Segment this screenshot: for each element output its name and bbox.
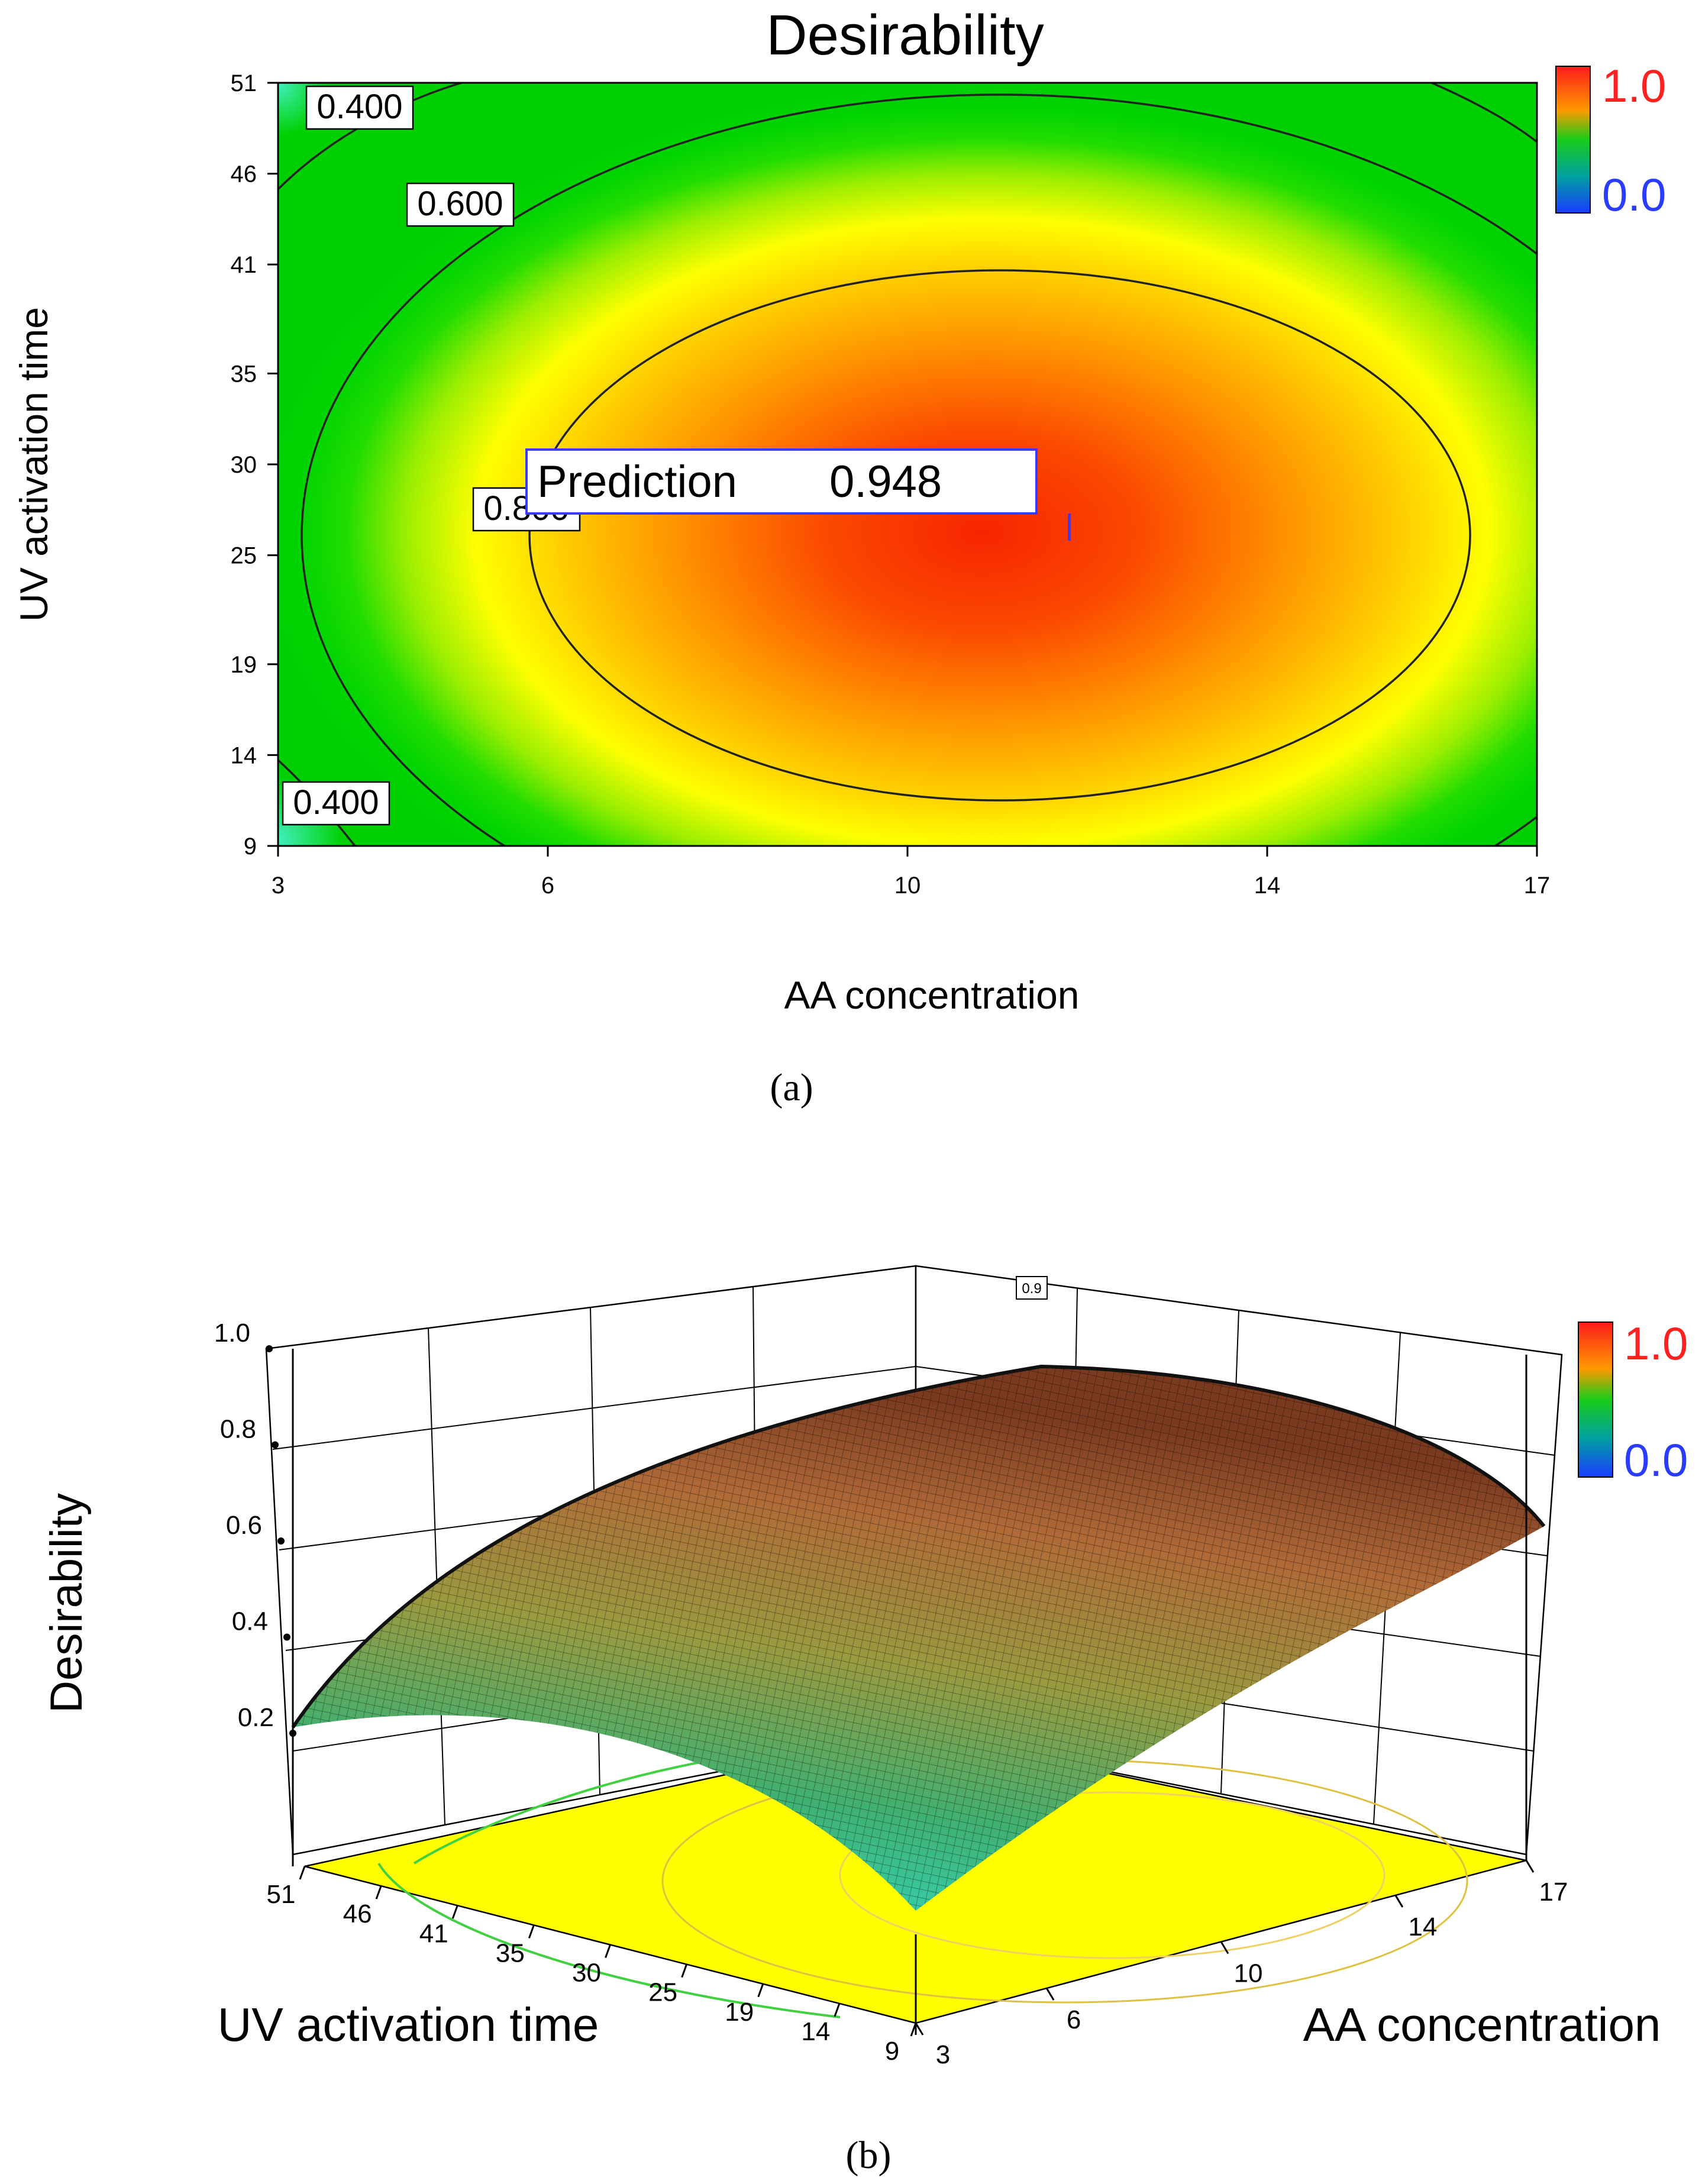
- contour-label-3: 0.400: [282, 781, 390, 826]
- x-tick-label: 14: [1254, 873, 1281, 899]
- uv-tick: [299, 1866, 306, 1880]
- x-tick-label: 3: [272, 873, 285, 899]
- colorbar-a-max: 1.0: [1602, 60, 1666, 112]
- x-tick-label: 17: [1524, 873, 1551, 899]
- uv-tick: [910, 2023, 917, 2037]
- contour-panel: Desirability 0.400 0.600 0.800: [12, 4, 1666, 1109]
- uv-tick-label: 51: [267, 1880, 296, 1909]
- colorbar-b-min: 0.0: [1624, 1434, 1688, 1486]
- aa-tick: [1394, 1895, 1404, 1908]
- panel-a-caption: (a): [770, 1066, 813, 1109]
- y-axis-label: UV activation time: [12, 307, 56, 622]
- contour-line-0-8: [528, 269, 1471, 802]
- uv-tick-label: 35: [496, 1939, 525, 1967]
- uv-tick: [605, 1944, 611, 1959]
- uv-tick-label: 41: [419, 1919, 448, 1948]
- z-tick: [277, 1537, 285, 1545]
- colorbar-a: 1.0 0.0: [1555, 60, 1666, 221]
- z-tick-label: 0.8: [220, 1415, 256, 1444]
- z-tick: [283, 1633, 290, 1641]
- uv-tick-label: 9: [885, 2037, 899, 2066]
- z-tick: [266, 1345, 273, 1352]
- z-tick-label: 0.2: [238, 1703, 274, 1732]
- contour-title: Desirability: [766, 4, 1044, 67]
- colorbar-b-max: 1.0: [1624, 1317, 1688, 1369]
- uv-tick: [451, 1905, 458, 1919]
- prediction-value: 0.948: [829, 457, 942, 507]
- aa-tick: [915, 2023, 924, 2036]
- z-tick-label: 0.6: [226, 1511, 262, 1540]
- x-tick-label: 6: [541, 873, 554, 899]
- y-tick-label: 19: [231, 652, 257, 678]
- x-axis-label: AA concentration: [784, 973, 1080, 1017]
- aa-tick: [1220, 1941, 1229, 1954]
- y-tick-label: 46: [231, 161, 257, 188]
- colorbar-a-bar: [1555, 66, 1591, 214]
- svg-text:0.9: 0.9: [1022, 1281, 1041, 1297]
- uv-tick-label: 46: [343, 1899, 372, 1928]
- surface-panel: 0.9 0.2 0.4 0.6 0.8 1.0 51 46 41 35 30 25 19 14 9 3 6…: [41, 1265, 1688, 2177]
- uv-axis-label: UV activation time: [218, 1998, 599, 2051]
- prediction-box: [525, 448, 1038, 515]
- uv-tick-label: 19: [725, 1998, 754, 2027]
- colorbar-a-min: 0.0: [1602, 169, 1666, 221]
- z-tick: [272, 1441, 279, 1449]
- uv-tick: [681, 1964, 688, 1978]
- svg-text:0.400: 0.400: [316, 88, 402, 126]
- z-tick-label: 0.4: [232, 1607, 268, 1636]
- contour-label-0: 0.400: [305, 85, 414, 130]
- aa-axis-ticks: 3 6 10 14 17: [915, 1860, 1568, 2069]
- aa-tick: [1045, 1988, 1055, 2001]
- contour-line-0-4-top-right: [1431, 83, 1537, 143]
- x-tick-label: 10: [894, 873, 921, 899]
- y-axis-ticks: 9 14 19 25 30 35 41 46 51: [231, 70, 278, 860]
- svg-text:0.600: 0.600: [417, 185, 503, 223]
- y-tick-label: 51: [231, 70, 257, 96]
- uv-tick-label: 25: [648, 1978, 677, 2007]
- panel-b-caption: (b): [846, 2134, 892, 2177]
- colorbar-b: 1.0 0.0: [1578, 1317, 1688, 1486]
- desirability-surface: [291, 1364, 1546, 1911]
- peak-flag: 0.9: [1016, 1276, 1048, 1300]
- z-tick-label: 1.0: [214, 1319, 250, 1348]
- uv-tick: [834, 2003, 841, 2017]
- aa-axis-label: AA concentration: [1303, 1998, 1661, 2051]
- colorbar-b-bar: [1578, 1322, 1613, 1478]
- base-front-edges: [292, 1349, 1527, 2035]
- aa-tick-label: 3: [936, 2040, 950, 2069]
- aa-tick: [1525, 1860, 1535, 1873]
- prediction-flag[interactable]: Prediction 0.948: [525, 448, 1071, 541]
- aa-tick-label: 10: [1234, 1959, 1263, 1988]
- svg-text:0.400: 0.400: [293, 783, 379, 822]
- uv-tick-label: 14: [801, 2017, 830, 2046]
- aa-tick-label: 17: [1539, 1878, 1568, 1907]
- uv-tick: [375, 1885, 382, 1899]
- z-axis-label: Desirability: [41, 1493, 92, 1713]
- aa-tick-label: 14: [1408, 1912, 1437, 1941]
- z-axis-ticks: 0.2 0.4 0.6 0.8 1.0: [214, 1319, 296, 1737]
- uv-tick: [528, 1924, 535, 1939]
- prediction-label: Prediction: [537, 457, 737, 507]
- y-tick-label: 14: [231, 742, 257, 768]
- z-tick: [289, 1730, 296, 1737]
- uv-tick-label: 30: [572, 1959, 601, 1988]
- y-tick-label: 25: [231, 543, 257, 569]
- aa-tick-label: 6: [1067, 2005, 1081, 2034]
- contour-line-0-6: [301, 93, 1537, 846]
- y-tick-label: 9: [244, 833, 257, 860]
- uv-axis-ticks: 51 46 41 35 30 25 19 14 9: [267, 1866, 917, 2066]
- uv-tick: [757, 1983, 764, 1998]
- y-tick-label: 30: [231, 452, 257, 478]
- contour-label-1: 0.600: [406, 182, 515, 227]
- y-tick-label: 35: [231, 361, 257, 387]
- x-axis-ticks: 3 6 10 14 17: [272, 846, 1550, 899]
- y-tick-label: 41: [231, 252, 257, 278]
